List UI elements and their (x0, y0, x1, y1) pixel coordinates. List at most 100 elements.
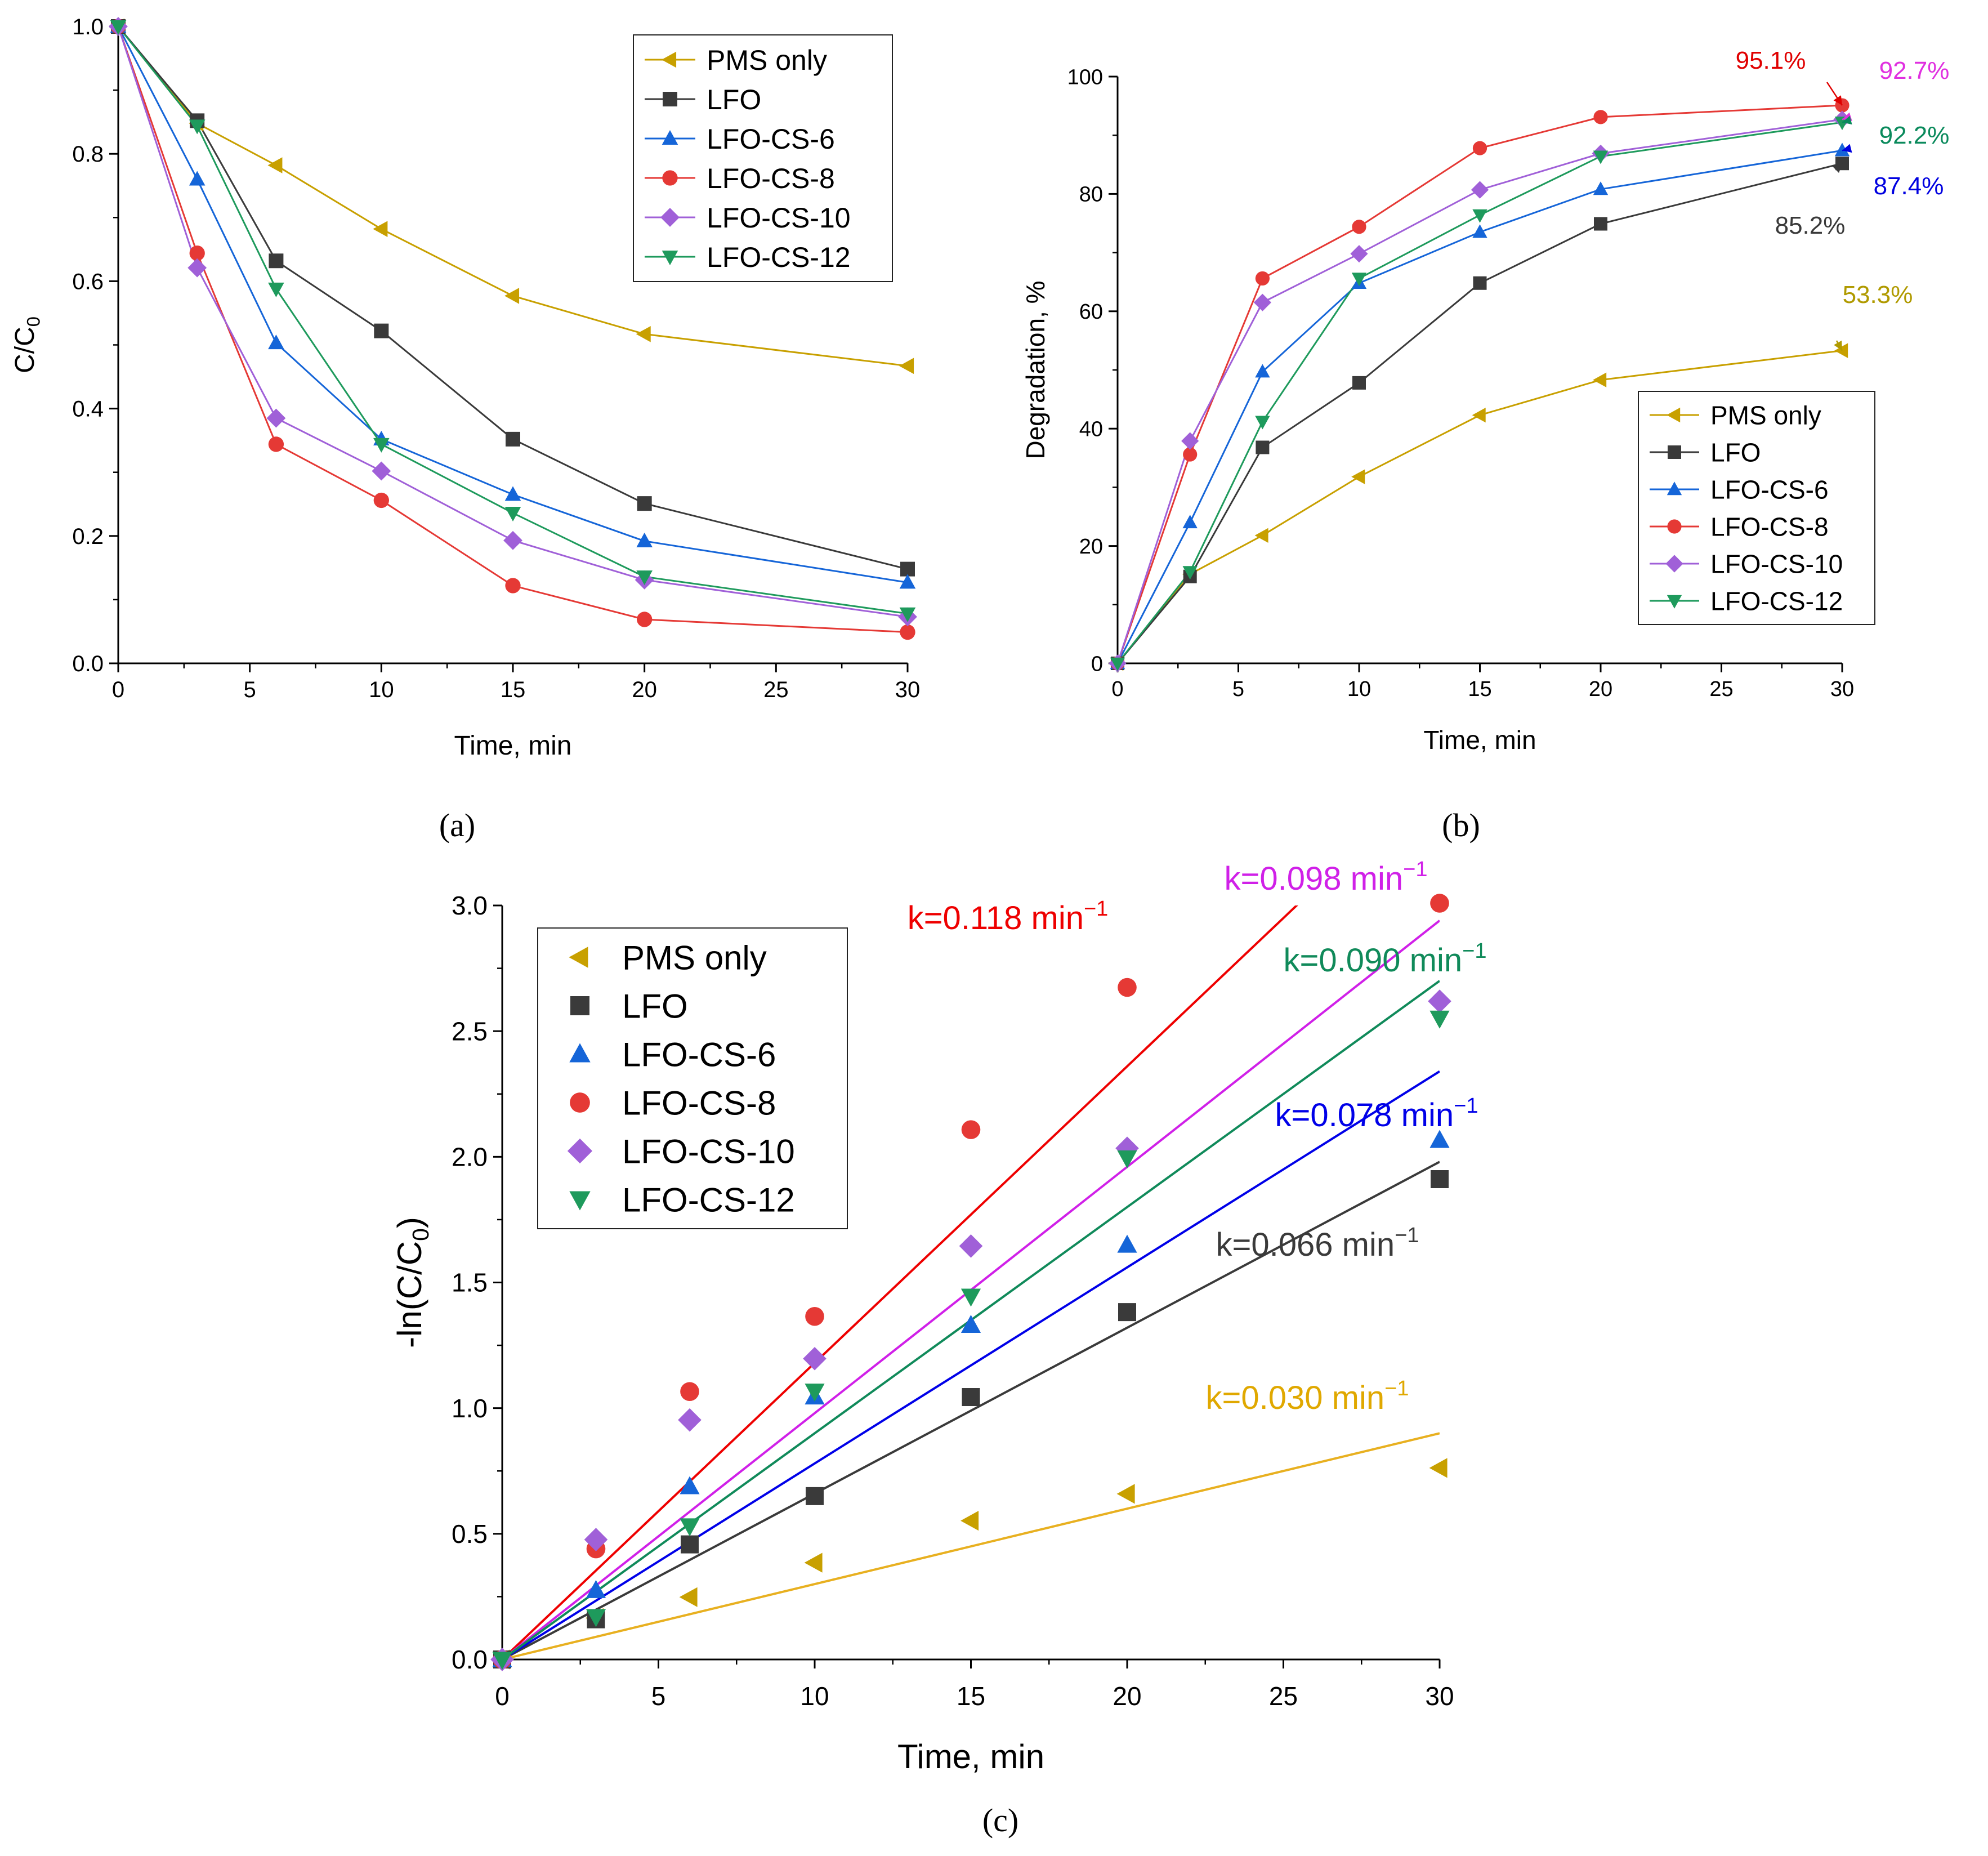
data-point-lfo-cs-10 (1471, 181, 1489, 199)
legend-label: LFO-CS-6 (622, 1036, 776, 1074)
legend-label: LFO (1710, 438, 1761, 467)
x-axis-title: Time, min (897, 1738, 1044, 1775)
legend-marker (1668, 445, 1681, 459)
data-point-lfo (681, 1535, 699, 1554)
data-point-lfo-cs-10 (503, 530, 522, 550)
data-point-lfo (1352, 376, 1366, 390)
legend-label: LFO-CS-10 (622, 1133, 795, 1171)
data-point-lfo-cs-8 (1183, 447, 1198, 462)
fit-line-lfo-cs-6 (502, 1070, 1440, 1659)
x-axis-title: Time, min (1423, 725, 1536, 755)
annotation-label: 85.2% (1775, 212, 1846, 239)
data-point-lfo-cs-10 (803, 1346, 827, 1371)
rate-constant-value: k=0.078 min (1275, 1097, 1454, 1134)
annotation-arrowhead (1833, 95, 1842, 106)
legend-item-lfo-cs-6: LFO-CS-6 (1650, 475, 1829, 505)
markers (1109, 98, 1851, 672)
data-point-lfo (1118, 1303, 1136, 1322)
x-tick-label: 25 (1709, 677, 1733, 701)
legend-item-lfo-cs-8: LFO-CS-8 (570, 1085, 776, 1122)
data-point-lfo-cs-8 (637, 612, 653, 627)
rate-constant-unit-sup: −1 (1084, 897, 1108, 921)
data-point-pms-only (1472, 408, 1486, 423)
annotation-53-3: 53.3% (1834, 281, 1913, 351)
data-point-lfo-cs-12 (899, 607, 916, 622)
legend-marker (569, 1043, 591, 1063)
data-point-lfo-cs-8 (268, 436, 284, 452)
y-tick-label: 2.5 (452, 1016, 488, 1046)
x-tick-label: 25 (763, 677, 789, 702)
annotation-92-2: 92.2% (1842, 115, 1950, 149)
data-point-lfo-cs-8 (1118, 978, 1137, 997)
legend-label: PMS only (1710, 401, 1821, 430)
x-tick-label: 10 (1347, 677, 1371, 701)
data-point-pms-only (267, 157, 283, 173)
data-point-lfo-cs-10 (372, 461, 391, 481)
legend-marker (1667, 595, 1682, 609)
data-point-lfo-cs-12 (1255, 416, 1270, 430)
data-point-lfo-cs-6 (680, 1476, 700, 1494)
data-point-pms-only (1254, 528, 1268, 543)
data-point-lfo-cs-12 (680, 1518, 700, 1537)
legend-label: LFO-CS-12 (622, 1181, 795, 1219)
data-point-pms-only (804, 1552, 823, 1573)
rate-constant-value: k=0.030 min (1206, 1380, 1385, 1416)
fit-line-pms-only (502, 1432, 1440, 1659)
data-point-lfo-cs-12 (373, 438, 390, 453)
x-axis-title: Time, min (454, 731, 572, 761)
data-point-lfo-cs-6 (586, 1580, 606, 1598)
x-tick-label: 15 (501, 677, 526, 702)
y-tick-label: 1.0 (72, 15, 104, 39)
x-tick-label: 0 (112, 677, 124, 702)
legend-item-lfo-cs-8: LFO-CS-8 (1650, 512, 1829, 542)
legend-marker (662, 250, 678, 265)
data-point-lfo (900, 561, 915, 577)
legend-marker (1667, 407, 1681, 423)
data-point-lfo-cs-12 (1472, 209, 1487, 223)
data-point-lfo-cs-12 (961, 1288, 981, 1307)
y-tick-label: 2.0 (452, 1142, 488, 1171)
data-point-lfo-cs-6 (504, 486, 521, 501)
legend-item-lfo: LFO (570, 988, 688, 1025)
annotation-label: 92.7% (1879, 57, 1950, 84)
data-point-lfo-cs-8 (961, 1120, 981, 1139)
y-tick-label: 0.8 (72, 142, 104, 167)
legend-item-lfo-cs-6: LFO-CS-6 (645, 123, 835, 155)
annotation-label: 92.2% (1879, 122, 1950, 149)
legend-item-lfo: LFO (645, 84, 761, 115)
legend-label: LFO (622, 988, 688, 1025)
data-point-lfo-cs-10 (1115, 1136, 1139, 1160)
panel-label-a: (a) (439, 807, 475, 844)
x-tick-label: 5 (651, 1681, 666, 1711)
y-axis-title-main: Degradation, % (1021, 280, 1050, 459)
data-point-lfo-cs-8 (505, 578, 521, 594)
rate-constant-label: k=0.090 min−1 (1284, 939, 1487, 979)
x-tick-label: 30 (895, 677, 921, 702)
data-point-pms-only (1116, 1484, 1135, 1504)
data-point-pms-only (961, 1511, 979, 1531)
data-point-lfo-cs-8 (1430, 894, 1449, 913)
legend-item-lfo: LFO (1650, 438, 1761, 467)
annotations: 95.1% 92.7% 92.2% 87.4% 85.2% 53.3% (1736, 47, 1950, 351)
legend-box (633, 34, 893, 282)
data-point-pms-only (636, 325, 651, 342)
x-tick-label: 20 (632, 677, 657, 702)
legend-label: LFO-CS-8 (1710, 512, 1829, 542)
data-point-lfo-cs-12 (110, 20, 127, 35)
annotation-85-2: 85.2% (1775, 163, 1846, 239)
y-axis-title: -ln(C/C0) (391, 1217, 434, 1348)
y-tick-label: 60 (1079, 300, 1103, 324)
data-point-lfo (962, 1388, 980, 1407)
data-point-lfo (1473, 276, 1487, 290)
data-point-lfo (374, 323, 389, 338)
data-point-pms-only (1351, 469, 1365, 484)
legend-label: PMS only (622, 939, 767, 977)
data-point-lfo-cs-6 (1182, 515, 1198, 529)
data-point-lfo-cs-8 (805, 1306, 824, 1326)
legend-marker (1667, 481, 1682, 496)
rate-constant-label: k=0.118 min−1 (908, 897, 1109, 936)
x-tick-label: 5 (1232, 677, 1244, 701)
legend-item-lfo-cs-12: LFO-CS-12 (645, 242, 851, 273)
x-tick-label: 10 (800, 1681, 829, 1711)
series-pms-only (502, 1432, 1440, 1659)
